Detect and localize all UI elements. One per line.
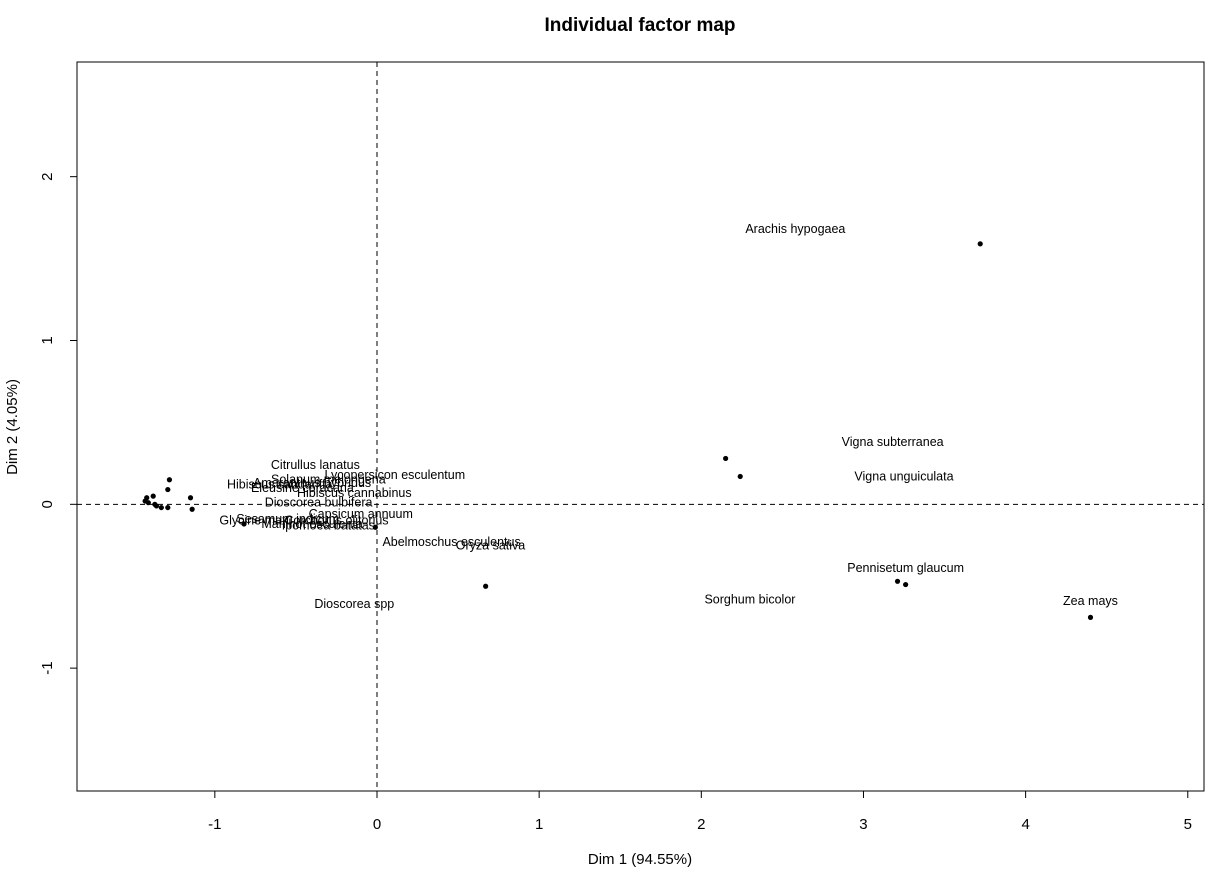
data-point xyxy=(241,521,247,527)
data-point xyxy=(158,504,164,511)
chart-title: Individual factor map xyxy=(544,15,735,36)
point-label: Hibiscus cannabinus xyxy=(297,486,412,500)
x-tick-label: 2 xyxy=(697,816,705,833)
y-tick-label: 0 xyxy=(39,500,56,508)
point-label: Manihot esculenta xyxy=(261,517,363,531)
data-point xyxy=(145,500,151,506)
point-label: Citrullus lanatus xyxy=(271,458,360,472)
point-label: Sesamum indicum xyxy=(236,512,339,526)
data-point xyxy=(187,495,194,501)
data-point xyxy=(483,583,489,589)
x-tick-label: -1 xyxy=(208,816,221,833)
data-point xyxy=(144,495,150,501)
point-label: Sorghum bicolor xyxy=(704,592,795,606)
point-label: Corchorus olitorius xyxy=(284,514,388,528)
data-point xyxy=(977,241,983,247)
point-label: Abelmoschus esculentus xyxy=(382,535,520,549)
x-tick-label: 1 xyxy=(535,816,543,833)
x-tick-label: 0 xyxy=(373,816,381,833)
point-label: Pennisetum glaucum xyxy=(847,561,964,575)
point-label: Ipomoea batatas xyxy=(282,519,375,533)
point-label: Lycopersicon esculentum xyxy=(325,468,466,482)
data-point xyxy=(165,504,171,511)
data-point xyxy=(150,493,156,499)
data-point xyxy=(1087,614,1094,620)
point-label: Eleusine coracana xyxy=(251,481,354,495)
y-axis-label: Dim 2 (4.05%) xyxy=(4,379,21,475)
y-tick-label: 2 xyxy=(39,173,56,181)
point-label: Dioscorea spp xyxy=(314,597,394,611)
point-label: Arachis hypogaea xyxy=(745,222,845,236)
x-tick-label: 3 xyxy=(859,816,867,833)
reference-lines xyxy=(77,62,1204,791)
point-label: Dioscorea bulbifera xyxy=(265,496,373,510)
data-point xyxy=(723,455,729,462)
point-label: Glycine max xyxy=(219,514,289,528)
point-label: Vigna unguiculata xyxy=(854,469,953,483)
y-tick-label: -1 xyxy=(39,661,56,674)
point-label: Amaranthus hybridus xyxy=(253,476,371,490)
point-label: Oryza sativa xyxy=(456,538,526,552)
point-label: Hibiscus sabdariffa xyxy=(227,478,332,492)
data-points xyxy=(142,241,1094,620)
point-label: Vigna subterranea xyxy=(842,435,944,449)
data-point xyxy=(372,524,378,530)
y-axis: -1 0 1 2 xyxy=(39,173,77,675)
data-point xyxy=(165,486,171,493)
x-tick-label: 5 xyxy=(1184,816,1192,833)
point-label: Solanum melongena xyxy=(271,473,386,487)
y-tick-label: 1 xyxy=(39,336,56,344)
data-point xyxy=(894,578,901,584)
point-label: Zea mays xyxy=(1063,594,1118,608)
point-labels: Arachis hypogaea Vigna subterranea Vigna u… xyxy=(219,222,1118,611)
data-point xyxy=(166,477,173,483)
data-point xyxy=(903,581,909,588)
x-tick-label: 4 xyxy=(1021,816,1029,833)
x-axis-label: Dim 1 (94.55%) xyxy=(588,851,692,868)
x-axis: -1 0 1 2 3 4 5 xyxy=(208,790,1192,833)
data-point xyxy=(189,506,195,512)
data-point xyxy=(737,473,743,480)
data-point xyxy=(153,503,160,509)
point-label: Capsicum annuum xyxy=(309,507,413,521)
plot-frame xyxy=(76,61,1205,792)
